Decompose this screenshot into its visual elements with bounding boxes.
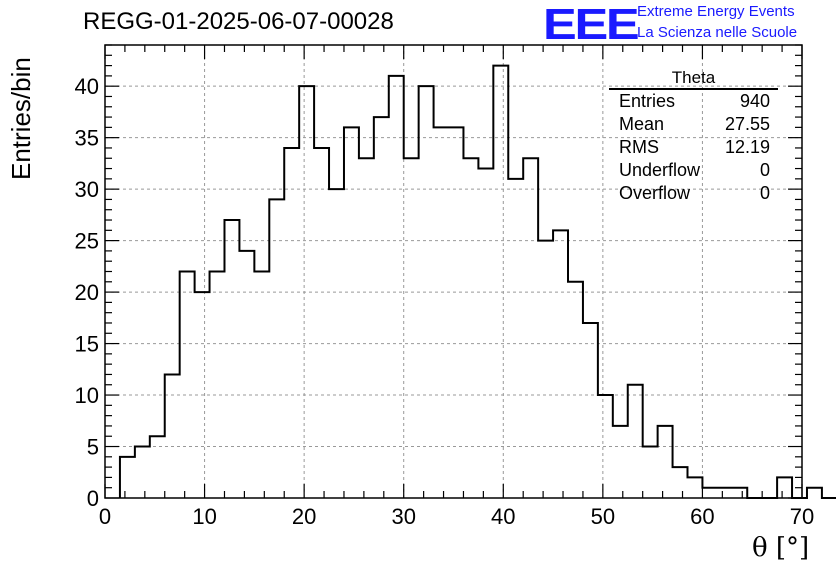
x-tick-label: 0 bbox=[99, 504, 111, 529]
stats-label: Overflow bbox=[619, 183, 691, 203]
histogram-outline bbox=[118, 64, 836, 499]
plot-frame bbox=[104, 44, 803, 499]
x-tick-label: 50 bbox=[591, 504, 615, 529]
eee-logo: EEE bbox=[543, 0, 640, 49]
y-tick-label: 5 bbox=[87, 435, 99, 460]
stats-row-entries: Entries 940 bbox=[609, 90, 778, 113]
stats-title: Theta bbox=[609, 68, 778, 90]
y-tick-label: 35 bbox=[75, 126, 99, 151]
stats-box: Theta Entries 940 Mean 27.55 RMS 12.19 U… bbox=[609, 68, 778, 205]
x-tick-label: 70 bbox=[790, 504, 814, 529]
y-tick-label: 20 bbox=[75, 280, 99, 305]
logo-line-1: Extreme Energy Events bbox=[637, 3, 795, 20]
stats-value: 12.19 bbox=[724, 137, 770, 157]
x-tick-label: 60 bbox=[690, 504, 714, 529]
stats-label: Underflow bbox=[619, 160, 701, 180]
y-axis-label: Entries/bin bbox=[6, 57, 36, 180]
x-axis-label: θ [°] bbox=[752, 533, 810, 563]
stats-row-overflow: Overflow 0 bbox=[609, 182, 778, 205]
y-tick-label: 10 bbox=[75, 383, 99, 408]
chart-title: REGG-01-2025-06-07-00028 bbox=[83, 8, 394, 35]
logo-line-2: La Scienza nelle Scuole bbox=[637, 24, 798, 41]
stats-label: Entries bbox=[619, 91, 676, 111]
x-tick-label: 30 bbox=[391, 504, 415, 529]
y-tick-label: 40 bbox=[75, 74, 99, 99]
tick-labels: 0 10 20 30 40 50 60 70 0 5 10 15 20 25 30 35 40 bbox=[75, 74, 815, 529]
x-tick-label: 10 bbox=[192, 504, 216, 529]
stats-value: 27.55 bbox=[724, 114, 770, 134]
stats-value: 0 bbox=[759, 183, 770, 203]
stats-row-underflow: Underflow 0 bbox=[609, 159, 778, 182]
y-tick-label: 0 bbox=[87, 486, 99, 511]
x-tick-label: 20 bbox=[292, 504, 316, 529]
grid-lines bbox=[105, 45, 802, 498]
stats-label: RMS bbox=[619, 137, 659, 157]
axis-ticks bbox=[104, 44, 803, 499]
stats-label: Mean bbox=[619, 114, 665, 134]
y-tick-label: 15 bbox=[75, 332, 99, 357]
stats-value: 940 bbox=[739, 91, 770, 111]
y-tick-label: 25 bbox=[75, 229, 99, 254]
stats-row-rms: RMS 12.19 bbox=[609, 136, 778, 159]
x-tick-label: 40 bbox=[491, 504, 515, 529]
y-tick-label: 30 bbox=[75, 177, 99, 202]
stats-row-mean: Mean 27.55 bbox=[609, 113, 778, 136]
stats-value: 0 bbox=[759, 160, 770, 180]
